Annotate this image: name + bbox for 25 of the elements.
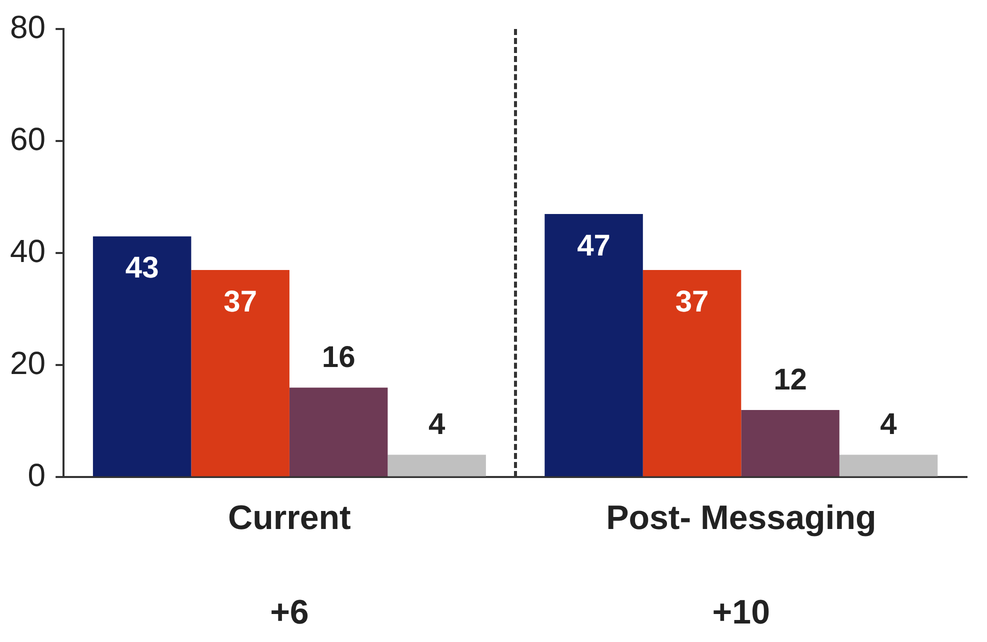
y-tick-label: 0: [28, 457, 46, 494]
data-label: 43: [125, 252, 159, 285]
y-tick-label: 80: [10, 9, 46, 46]
data-label: 12: [774, 363, 807, 396]
data-label: 37: [675, 285, 709, 318]
data-label: 37: [224, 285, 258, 318]
bar: [388, 454, 486, 476]
bar: [839, 454, 938, 476]
bar: [741, 410, 840, 476]
bar: [92, 236, 192, 476]
x-tick-label: Current: [228, 498, 351, 537]
bar: [642, 270, 742, 476]
y-tick-label: 20: [10, 345, 46, 382]
data-label: 4: [428, 408, 446, 442]
y-tick-label: 40: [10, 233, 46, 270]
bar: [191, 270, 290, 476]
bar: [289, 388, 388, 476]
data-label: 4: [880, 408, 898, 442]
x-tick-label: Post- Messaging: [606, 498, 876, 537]
data-label: 47: [577, 229, 610, 262]
text: +10: [712, 593, 770, 632]
bar: [544, 214, 643, 476]
text: +6: [270, 593, 309, 632]
data-label: 16: [322, 340, 356, 374]
y-tick-label: 60: [10, 121, 46, 158]
